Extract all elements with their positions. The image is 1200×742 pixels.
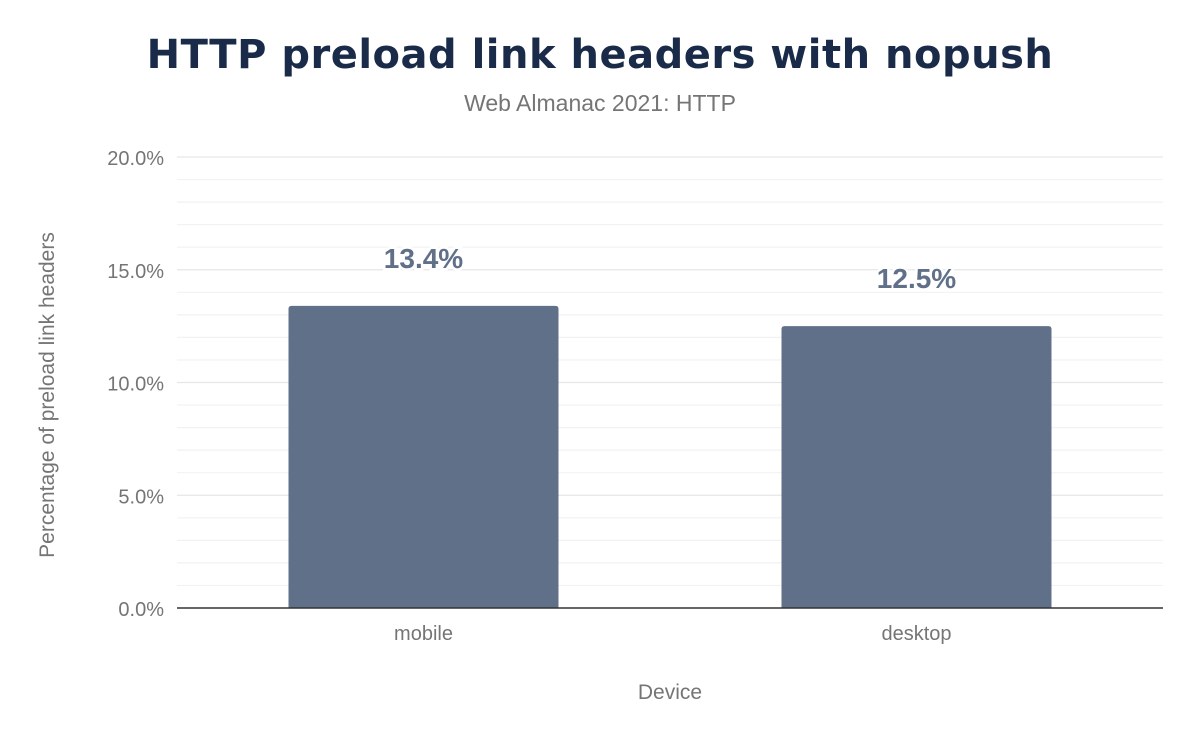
y-tick-label: 0.0% [118, 599, 164, 621]
y-tick-label: 15.0% [107, 261, 164, 283]
data-label: 13.4% [384, 243, 463, 274]
y-axis-title: Percentage of preload link headers [36, 232, 59, 558]
x-axis-title: Device [638, 681, 702, 704]
data-label: 12.5% [877, 263, 956, 294]
bar-desktop [781, 326, 1052, 608]
y-tick-label: 5.0% [118, 486, 164, 508]
bar-mobile [288, 305, 559, 608]
y-tick-label: 10.0% [107, 374, 164, 396]
chart-subtitle: Web Almanac 2021: HTTP [464, 90, 736, 116]
x-tick-label: mobile [394, 623, 453, 645]
chart-title: HTTP preload link headers with nopush [146, 32, 1054, 78]
y-tick-label: 20.0% [107, 148, 164, 170]
x-tick-label: desktop [881, 623, 951, 645]
